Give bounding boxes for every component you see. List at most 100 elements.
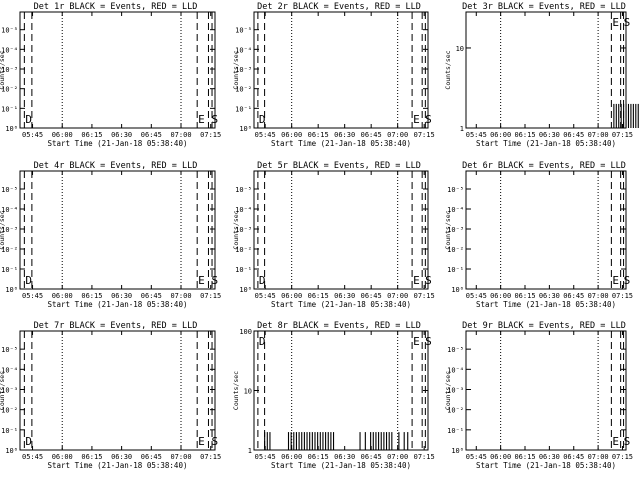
x-tick-label: 06:15: [308, 131, 329, 139]
x-tick-label: 06:15: [308, 453, 329, 461]
event-bar: [325, 432, 327, 450]
x-tick-label: 07:00: [387, 292, 408, 300]
event-bar: [630, 103, 632, 128]
y-tick-label: 10⁻⁵: [1, 186, 18, 194]
marker-label-E: E: [198, 113, 205, 126]
x-tick-label: 07:15: [612, 453, 633, 461]
y-axis-label: Counts/sec: [444, 371, 452, 410]
x-axis-label: Start Time (21-Jan-18 05:38:40): [48, 461, 188, 470]
event-bar: [317, 432, 319, 450]
x-tick-label: 06:00: [490, 131, 511, 139]
marker-label-S: S: [624, 16, 631, 29]
plot-frame: [253, 170, 429, 290]
x-tick-label: 06:45: [563, 292, 584, 300]
x-tick-label: 05:45: [255, 453, 276, 461]
x-axis-label: Start Time (21-Jan-18 05:38:40): [476, 139, 616, 148]
y-tick-label: 10⁻⁵: [235, 186, 252, 194]
y-tick-label: 10⁻⁵: [1, 346, 18, 354]
x-tick-label: 06:00: [52, 131, 73, 139]
event-bar: [301, 432, 303, 450]
x-tick-label: 05:45: [22, 453, 43, 461]
y-tick-label: 10⁻²: [1, 407, 18, 415]
x-axis-label: Start Time (21-Jan-18 05:38:40): [271, 300, 411, 309]
y-axis-label: Counts/sec: [0, 210, 6, 249]
y-tick-label: 10⁻²: [235, 246, 252, 254]
marker-label-E: E: [612, 435, 619, 448]
x-tick-label: 07:15: [200, 453, 221, 461]
y-tick-label: 10⁻⁵: [447, 186, 464, 194]
event-bar: [306, 432, 308, 450]
y-tick-label: 10⁻¹: [235, 105, 252, 113]
plot-frame: [465, 330, 627, 451]
marker-label-D: D: [259, 274, 266, 287]
y-tick-label: 10⁻³: [1, 386, 18, 394]
x-tick-label: 06:30: [539, 131, 560, 139]
marker-label-E: E: [612, 16, 619, 29]
x-tick-label: 07:00: [170, 292, 191, 300]
y-axis-label: Counts/sec: [232, 210, 240, 249]
y-tick-label: 10⁻⁴: [235, 206, 252, 214]
y-tick-label: 10⁻¹: [235, 266, 252, 274]
panel-title: Det 2r BLACK = Events, RED = LLD: [257, 2, 421, 12]
event-bar: [309, 432, 311, 450]
panel-title: Det 1r BLACK = Events, RED = LLD: [34, 2, 198, 12]
x-tick-label: 07:15: [612, 131, 633, 139]
marker-label-D: D: [259, 335, 266, 348]
y-axis-label: Counts/sec: [232, 371, 240, 410]
x-tick-label: 06:15: [514, 292, 535, 300]
x-tick-label: 05:45: [466, 453, 487, 461]
plot-frame: [19, 170, 216, 290]
detector-panel-8: Det 8r BLACK = Events, RED = LLD Counts/s…: [232, 321, 435, 470]
y-tick-label: 10⁻¹: [447, 266, 464, 274]
marker-label-D: D: [25, 113, 32, 126]
event-bar: [293, 432, 295, 450]
x-tick-label: 07:00: [588, 453, 609, 461]
x-tick-label: 06:45: [563, 131, 584, 139]
y-tick-label: 10⁻⁵: [1, 27, 18, 35]
y-tick-label: 10⁻¹: [1, 266, 18, 274]
x-tick-label: 07:15: [414, 292, 435, 300]
x-tick-label: 07:15: [200, 292, 221, 300]
y-tick-label: 10⁻³: [235, 66, 252, 74]
marker-label-S: S: [425, 113, 432, 126]
x-axis-label: Start Time (21-Jan-18 05:38:40): [48, 300, 188, 309]
y-tick-label: 10⁻³: [1, 66, 18, 74]
event-bar: [632, 103, 634, 128]
x-tick-label: 06:30: [334, 131, 355, 139]
x-tick-label: 06:15: [514, 131, 535, 139]
event-bar: [378, 432, 380, 450]
x-tick-label: 06:45: [141, 453, 162, 461]
event-bar: [623, 103, 625, 128]
panel-title: Det 8r BLACK = Events, RED = LLD: [257, 321, 421, 331]
x-tick-label: 07:00: [170, 453, 191, 461]
event-bar: [332, 432, 335, 450]
event-bar: [269, 432, 271, 450]
event-bar: [620, 103, 622, 128]
detector-panel-5: Det 5r BLACK = Events, RED = LLD Counts/s…: [232, 161, 435, 309]
x-tick-label: 05:45: [255, 131, 276, 139]
y-axis-label: Counts/sec: [444, 50, 452, 89]
x-axis-label: Start Time (21-Jan-18 05:38:40): [476, 461, 616, 470]
marker-label-S: S: [211, 435, 218, 448]
x-tick-label: 06:45: [361, 292, 382, 300]
y-tick-label: 10⁻²: [1, 86, 18, 94]
x-tick-label: 06:15: [514, 453, 535, 461]
y-tick-label: 10⁻²: [447, 246, 464, 254]
event-bar: [398, 432, 400, 450]
y-tick-label: 10⁰: [5, 447, 18, 455]
x-tick-label: 05:45: [466, 292, 487, 300]
x-tick-label: 06:30: [334, 453, 355, 461]
event-bar: [372, 432, 374, 450]
event-bar: [391, 432, 393, 450]
y-tick-label: 10⁰: [5, 125, 18, 133]
x-tick-label: 07:15: [414, 453, 435, 461]
x-tick-label: 06:45: [563, 453, 584, 461]
detector-panel-9: Det 9r BLACK = Events, RED = LLD Counts/s…: [444, 321, 633, 470]
y-tick-label: 10⁻²: [447, 407, 464, 415]
event-bar: [380, 432, 382, 450]
x-tick-label: 07:15: [200, 131, 221, 139]
event-bar: [635, 103, 637, 128]
x-tick-label: 05:45: [466, 131, 487, 139]
y-tick-label: 10⁻¹: [1, 427, 18, 435]
